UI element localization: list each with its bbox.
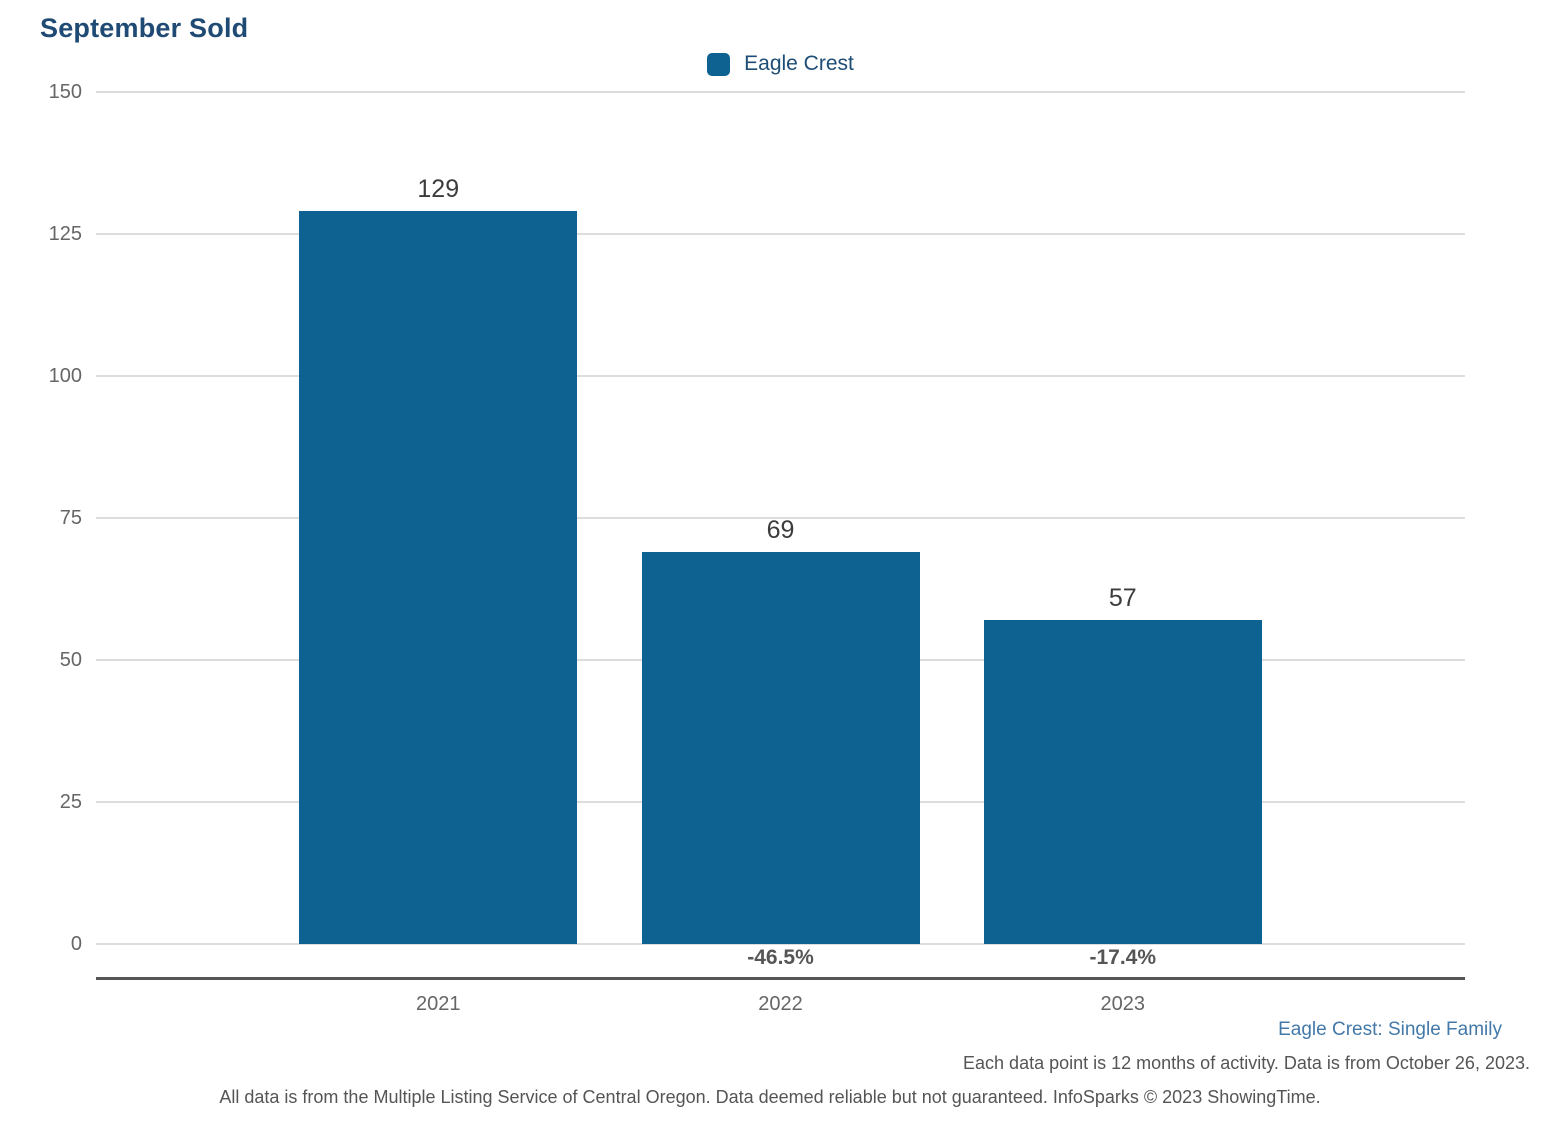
percent-change-label: -46.5% [747,946,814,969]
x-axis-label: 2022 [758,993,803,1015]
x-axis: 2021 2022 2023 [96,990,1465,1018]
x-axis-line [96,977,1465,980]
gridline [96,375,1465,377]
footer-data-note: Each data point is 12 months of activity… [963,1053,1530,1073]
footer-disclaimer: All data is from the Multiple Listing Se… [219,1087,1321,1107]
bar-value-label: 129 [417,175,460,204]
y-tick-label: 0 [70,933,82,955]
y-tick-label: 150 [48,81,82,103]
chart-title: September Sold [40,13,249,43]
bar-2023[interactable] [983,620,1262,944]
y-tick-label: 50 [59,649,82,671]
gridline [96,943,1465,945]
percent-change-row: -46.5% -17.4% [96,944,1465,977]
gridline [96,233,1465,235]
legend-label: Eagle Crest [744,52,854,75]
gridline [96,91,1465,93]
bar-2022[interactable] [641,552,920,944]
bar-value-label: 57 [1108,584,1137,613]
x-axis-label: 2023 [1100,993,1146,1015]
y-tick-label: 125 [48,223,82,245]
y-tick-label: 100 [48,365,82,387]
bar-2021[interactable] [299,211,578,944]
bar-value-label: 69 [766,516,795,545]
y-tick-label: 25 [59,791,82,813]
footer-series-note[interactable]: Eagle Crest: Single Family [1278,1019,1502,1040]
percent-change-label: -17.4% [1089,946,1157,969]
gridline [96,517,1465,519]
legend[interactable]: Eagle Crest [96,52,1465,76]
y-axis: 0 25 50 75 100 125 150 [0,81,88,955]
x-axis-label: 2021 [416,993,461,1015]
y-tick-label: 75 [59,507,82,529]
legend-swatch-icon [707,52,731,76]
plot-area: 129 69 57 [96,91,1465,945]
